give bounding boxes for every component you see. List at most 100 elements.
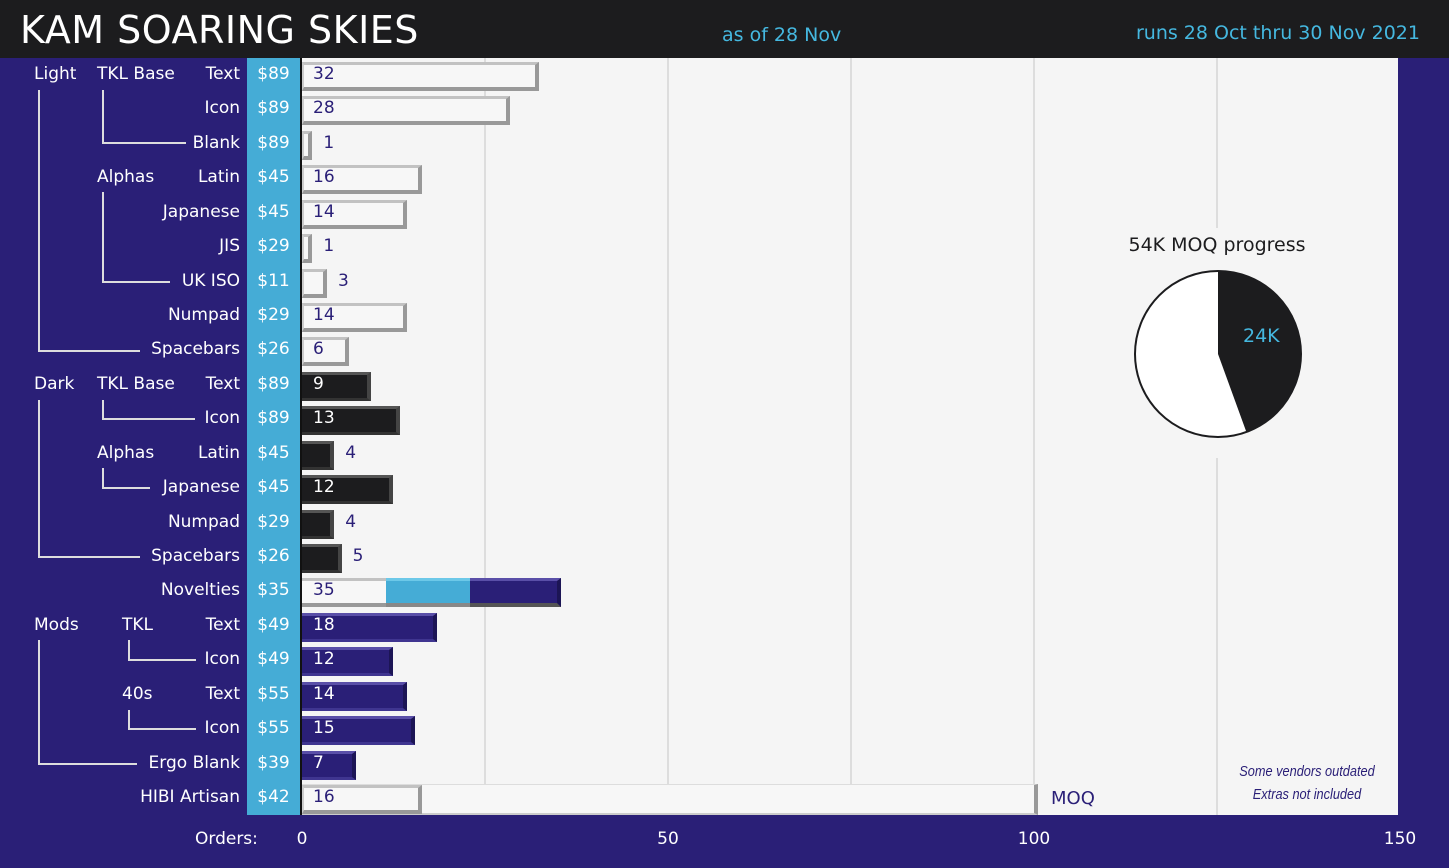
bar (302, 750, 357, 780)
x-tick-label: 100 (1017, 829, 1051, 849)
row-label: Spacebars (151, 339, 240, 360)
bar-value-label: 5 (352, 546, 364, 567)
price-label: $29 (257, 511, 290, 532)
row-label: Japanese (162, 477, 240, 498)
tree-line-light (38, 90, 140, 352)
bar-value-label: 4 (345, 511, 357, 532)
row-label: Text (205, 614, 240, 635)
bar (302, 268, 327, 298)
row-label: Text (205, 683, 240, 704)
tree-line-mods-40s (128, 710, 196, 730)
price-label: $49 (257, 614, 290, 635)
bar (302, 785, 423, 815)
bar (302, 440, 335, 470)
bar (302, 647, 393, 677)
row-label: Icon (204, 408, 240, 429)
bar-value-label: 6 (313, 339, 324, 360)
bar (302, 303, 408, 332)
tree-line-dark-tkl (102, 400, 195, 420)
bar-value-label: 14 (313, 683, 335, 704)
gridline (850, 58, 852, 815)
x-axis-label: Orders: (195, 829, 258, 849)
row-label: Icon (204, 649, 240, 670)
bar (302, 716, 415, 746)
moq-bar (302, 784, 1038, 816)
row-label: JIS (219, 236, 240, 257)
price-label: $26 (257, 546, 290, 567)
note-line: Some vendors outdated (1239, 763, 1375, 780)
price-label: $39 (257, 752, 290, 773)
pie-title: 54K MOQ progress (1128, 234, 1306, 256)
bar (302, 62, 540, 91)
group-label: Mods (34, 614, 79, 635)
row-label: Spacebars (151, 546, 240, 567)
as-of-date: as of 28 Nov (722, 24, 842, 46)
price-label: $49 (257, 649, 290, 670)
price-label: $45 (257, 201, 290, 222)
bar-value-label: 1 (323, 132, 335, 153)
gridline (1033, 58, 1035, 815)
subgroup-label: 40s (122, 683, 153, 704)
price-label: $11 (257, 270, 290, 291)
tree-line-dark (38, 400, 140, 558)
bar (302, 165, 423, 195)
row-label: Novelties (160, 580, 240, 601)
row-label: Blank (192, 132, 240, 153)
pie-progress-label: 24K (1243, 325, 1280, 347)
moq-label: MOQ (1051, 788, 1095, 809)
bar (302, 406, 401, 436)
bar-value-label: 13 (313, 408, 335, 429)
price-label: $89 (257, 64, 290, 84)
price-column (247, 58, 300, 815)
bar (302, 544, 342, 574)
row-label: Text (205, 64, 240, 84)
row-label: Latin (197, 442, 240, 463)
tree-line-light-alphas (102, 192, 170, 283)
bar (302, 337, 349, 367)
row-label: Icon (204, 718, 240, 739)
row-label: Text (205, 373, 240, 394)
row-label: Numpad (167, 511, 240, 532)
subgroup-label: TKL Base (97, 373, 175, 394)
tree-line-light-tkl (102, 90, 186, 144)
group-label: Dark (34, 373, 75, 394)
chart-notes: Some vendors outdated Extras not include… (1226, 760, 1388, 806)
tree-line-mods-tkl (128, 640, 196, 661)
header: KAM SOARING SKIES as of 28 Nov runs 28 O… (0, 0, 1449, 58)
bar-value-label: 16 (313, 167, 335, 188)
price-label: $29 (257, 305, 290, 325)
row-label: Numpad (167, 305, 240, 325)
bar (302, 475, 393, 505)
bar-value-label: 16 (313, 787, 335, 808)
gridline (667, 58, 669, 815)
price-label: $45 (257, 477, 290, 498)
run-dates: runs 28 Oct thru 30 Nov 2021 (1135, 22, 1420, 44)
row-label: Ergo Blank (148, 752, 240, 773)
tree-line-mods (38, 640, 137, 765)
y-axis-line (300, 58, 302, 815)
price-label: $29 (257, 236, 290, 257)
price-label: $35 (257, 580, 290, 601)
bar (302, 96, 510, 126)
gridline (484, 58, 486, 815)
bar (302, 199, 408, 229)
bar-value-label: 4 (345, 442, 357, 463)
bar-segment (386, 578, 471, 608)
price-label: $89 (257, 98, 290, 119)
x-tick-label: 150 (1383, 829, 1417, 849)
category-tree (38, 90, 196, 765)
row-label: Japanese (162, 201, 240, 222)
page-title: KAM SOARING SKIES (20, 8, 419, 52)
tree-line-dark-alphas (102, 468, 150, 489)
bar-segment (302, 578, 387, 608)
bar (302, 612, 437, 642)
bar-segment (470, 578, 562, 608)
bar-value-label: 35 (313, 580, 335, 601)
bar (302, 681, 408, 711)
price-label: $45 (257, 442, 290, 463)
row-label: HIBI Artisan (140, 787, 240, 808)
x-tick-label: 0 (296, 829, 308, 849)
price-label: $42 (257, 787, 290, 808)
moq-pie-chart (1134, 270, 1302, 438)
pie-slice-progress (1218, 271, 1301, 432)
